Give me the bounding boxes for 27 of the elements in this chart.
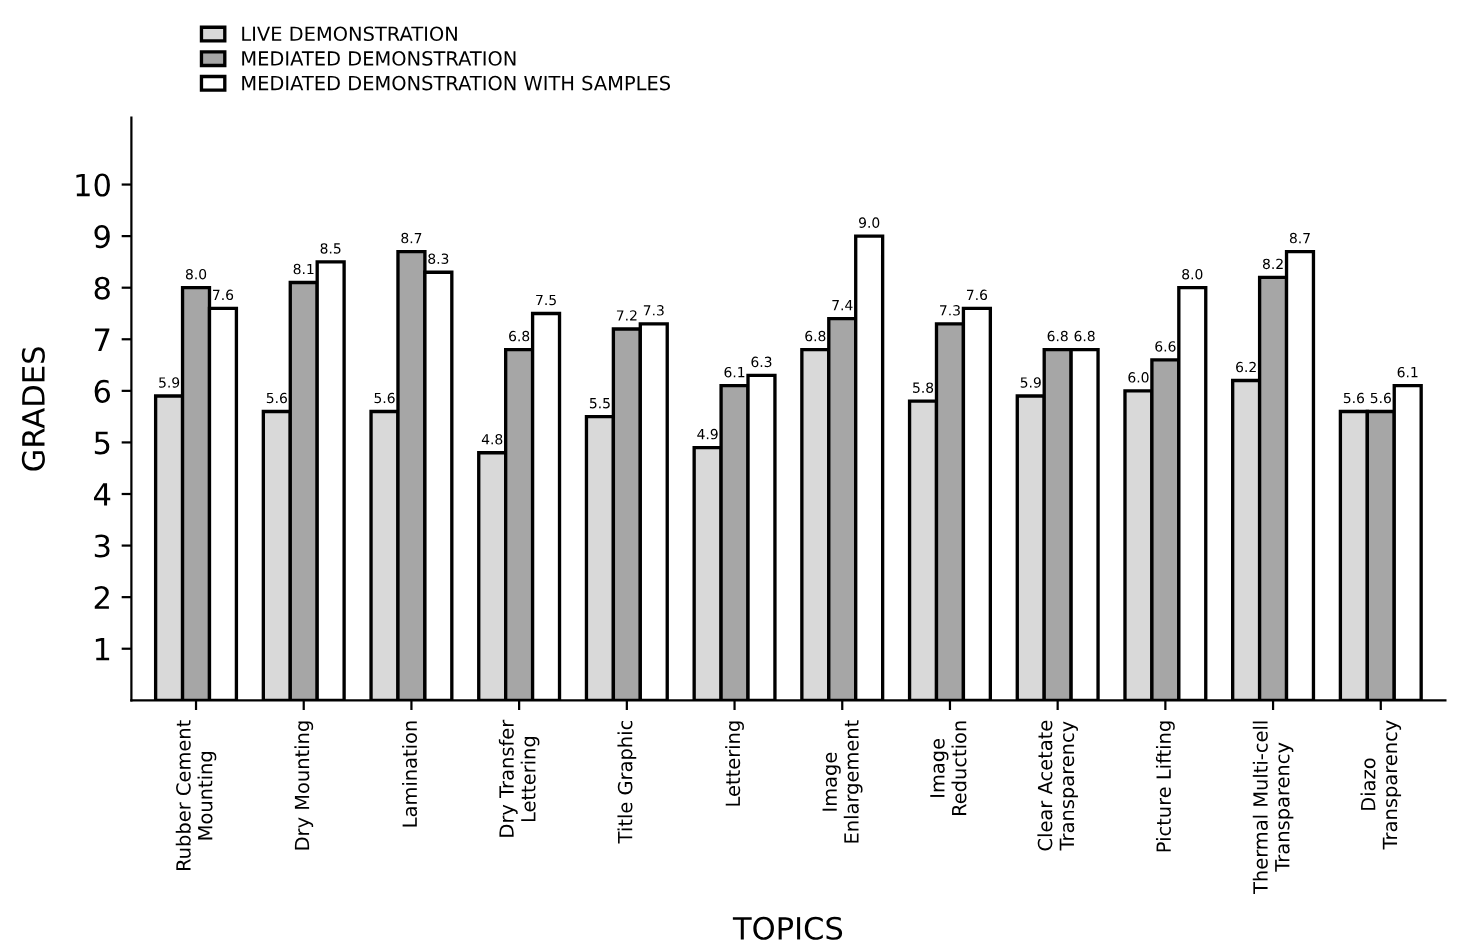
x-tick-label: Lamination (402, 721, 418, 827)
y-tick-label: 10 (76, 173, 110, 197)
legend-label: MEDIATED DEMONSTRATION WITH SAMPLES (242, 75, 671, 91)
x-tick-label: Picture Lifting (1155, 721, 1175, 852)
y-axis-title: GRADES (21, 347, 45, 471)
x-tick-label: Image Reduction (930, 721, 967, 816)
x-tick-label: Lettering (725, 721, 744, 806)
y-tick-label: 9 (94, 225, 110, 249)
y-tick-label: 1 (95, 638, 110, 661)
x-tick-label: Title Graphic (617, 720, 637, 844)
x-tick-label: Image Enlargement (822, 720, 863, 843)
x-tick-label: Diazo Transparency (1360, 720, 1402, 850)
y-tick-label: 2 (94, 586, 109, 609)
x-tick-label: Thermal Multi-cell Transparency (1252, 721, 1294, 895)
y-tick-label: 8 (94, 276, 110, 300)
x-axis-title: TOPICS (732, 916, 843, 940)
x-tick-label: Dry Mounting (294, 721, 314, 850)
legend-label: LIVE DEMONSTRATION (242, 26, 457, 42)
y-tick-label: 6 (94, 379, 111, 403)
x-tick-label: Rubber Cement Mounting (175, 720, 217, 871)
x-tick-label: Dry Transfer Lettering (498, 719, 540, 837)
legend-label: MEDIATED DEMONSTRATION (242, 51, 516, 66)
x-tick-label: Clear Acetate Transparency (1037, 720, 1078, 851)
y-tick-label: 7 (95, 328, 110, 351)
y-tick-label: 4 (94, 483, 111, 506)
y-tick-label: 5 (94, 431, 110, 455)
y-tick-label: 3 (94, 534, 110, 558)
